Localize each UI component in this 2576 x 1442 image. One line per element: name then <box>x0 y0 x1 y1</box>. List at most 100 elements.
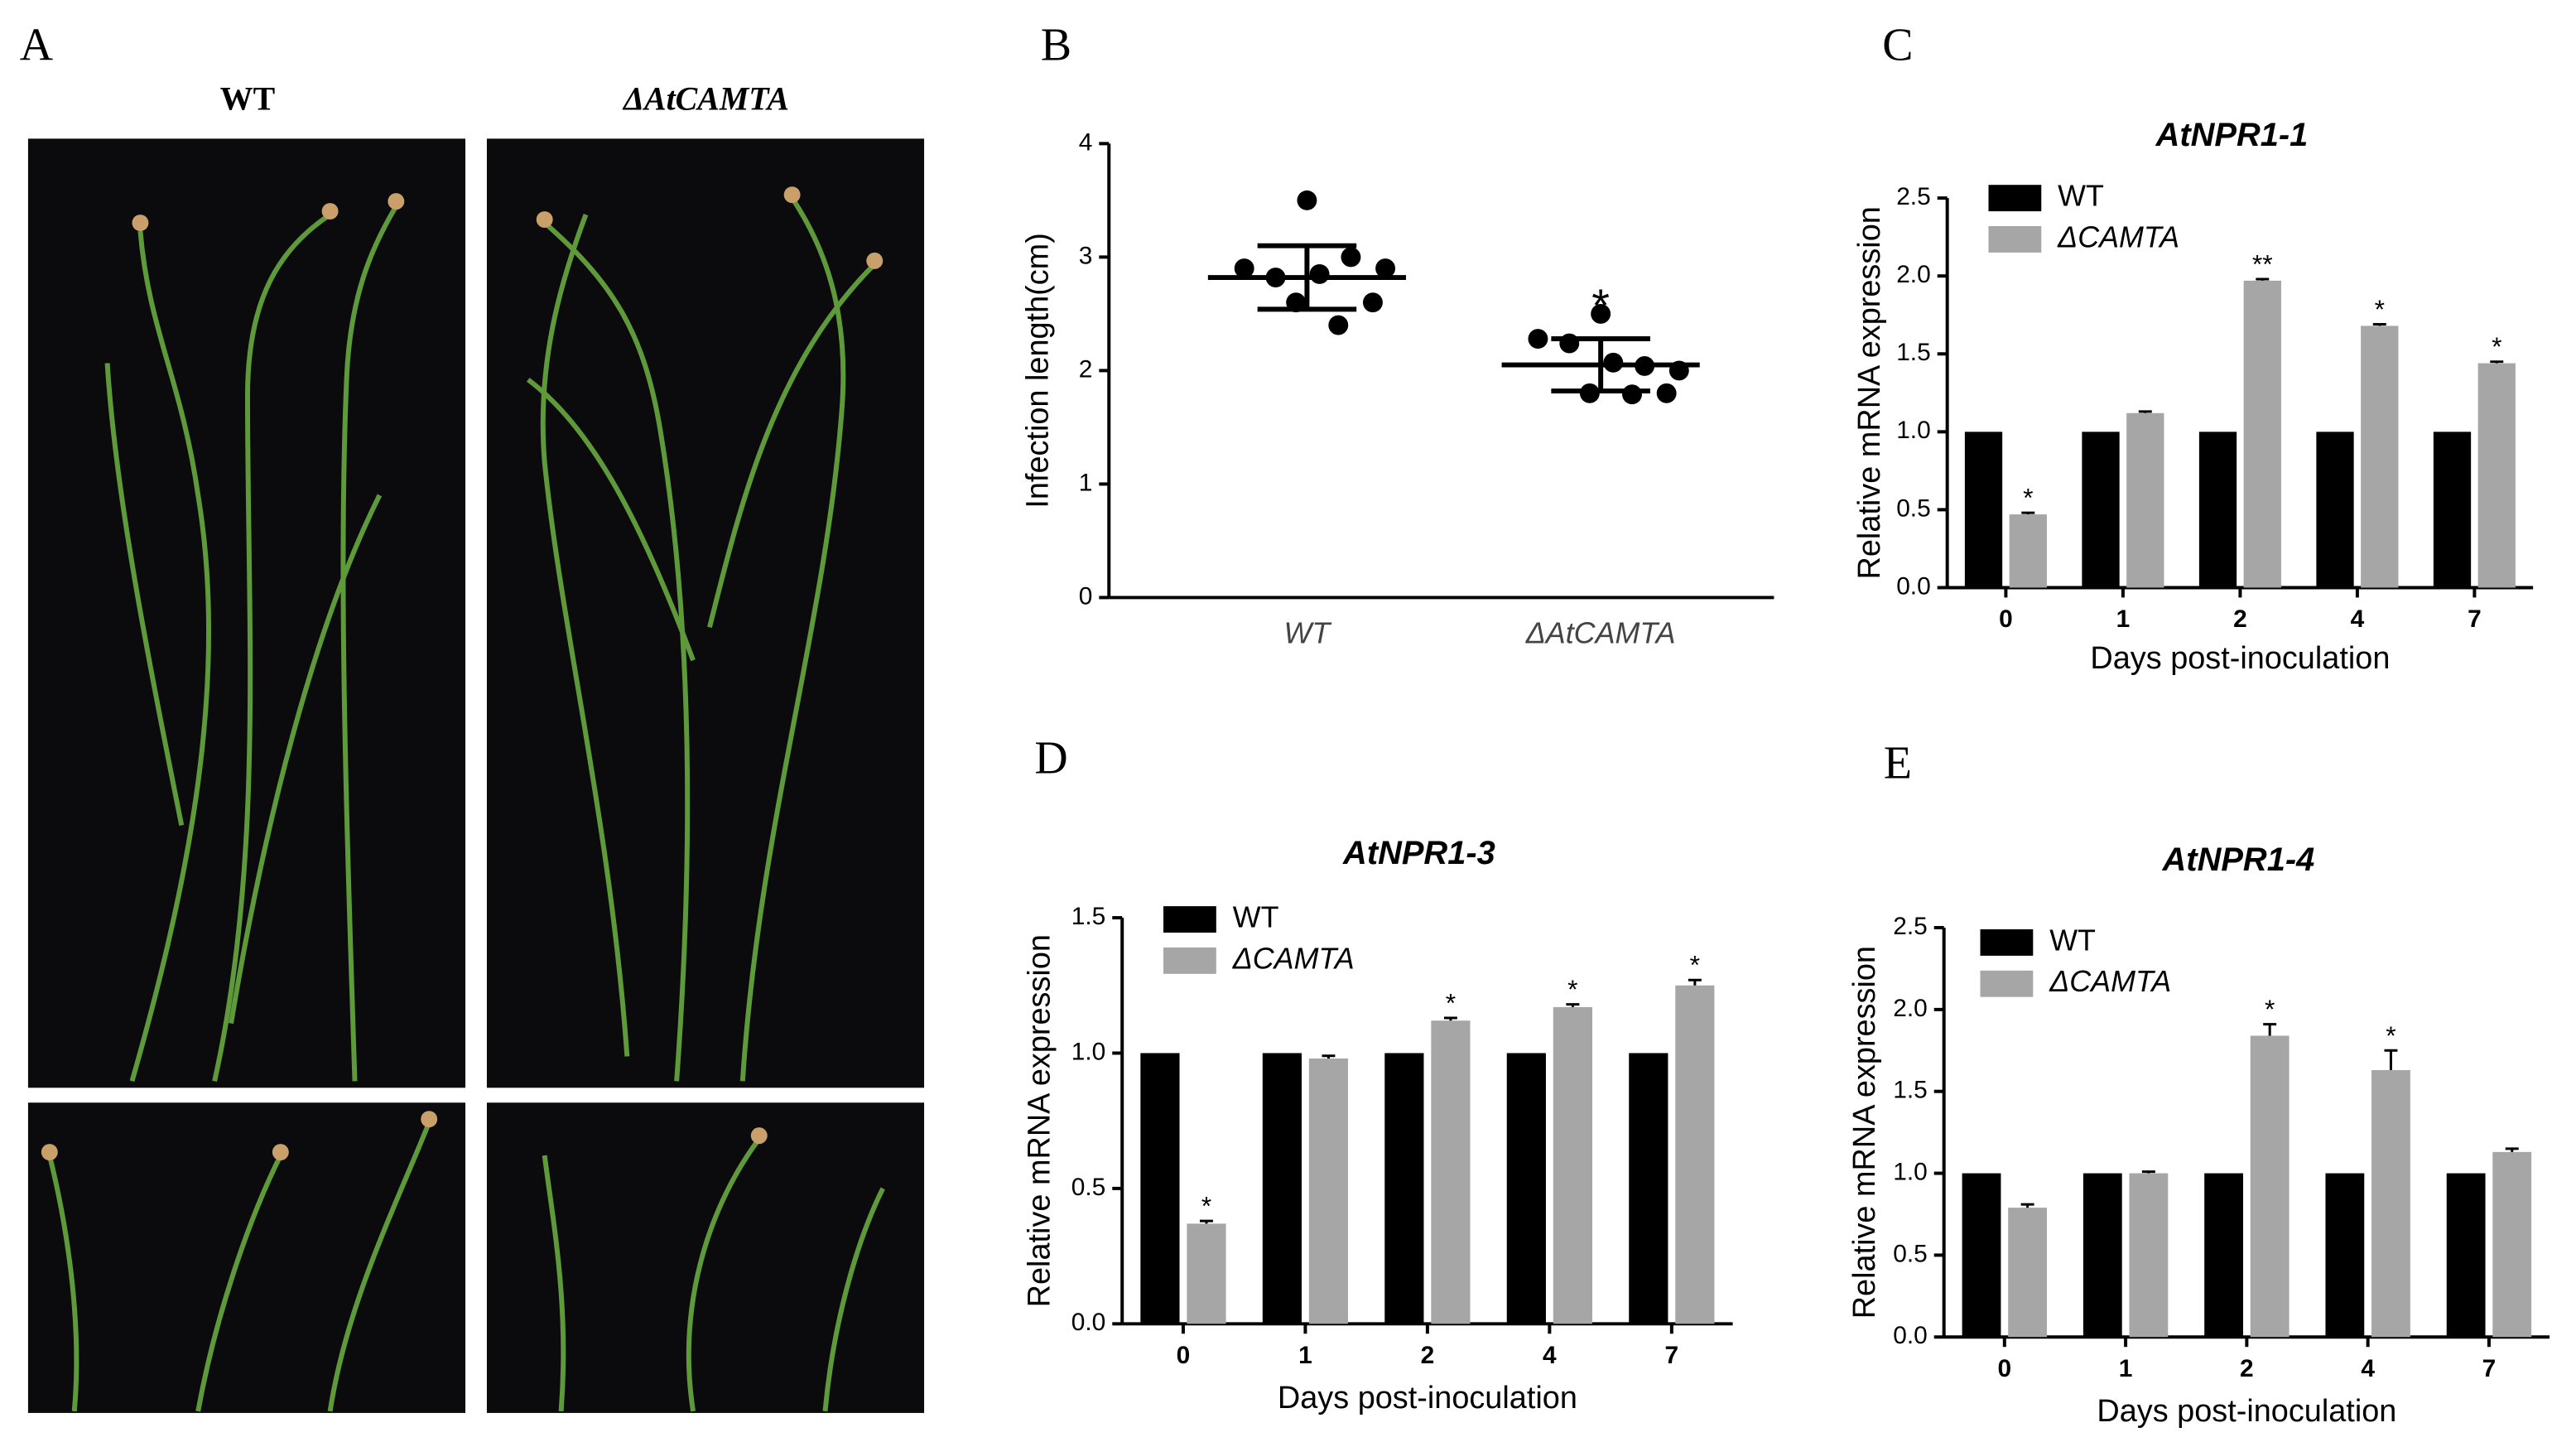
y-tick-label: 0.5 <box>1896 494 1931 522</box>
stem <box>542 1155 566 1412</box>
x-axis-label: Days post-inoculation <box>1278 1381 1577 1415</box>
flowers <box>41 186 884 1161</box>
y-tick-label: 0.5 <box>1893 1240 1928 1267</box>
x-tick-label: 1 <box>2116 605 2131 633</box>
flower <box>132 215 149 232</box>
significance-label: * <box>1567 974 1577 1004</box>
bar <box>2009 514 2047 588</box>
panel-label: D <box>1034 733 1067 784</box>
y-tick-label: 2.5 <box>1893 913 1928 940</box>
legend-label: ΔCAMTA <box>1232 942 1355 975</box>
bar <box>2371 1070 2410 1338</box>
stem <box>526 377 696 662</box>
bar <box>1187 1223 1226 1324</box>
bar <box>1629 1053 1668 1324</box>
y-tick-label: 1 <box>1079 469 1093 496</box>
y-tick-label: 0 <box>1079 582 1093 610</box>
y-tick-label: 1.0 <box>1896 417 1931 444</box>
significance-label: * <box>2265 994 2275 1024</box>
panel-label: A <box>20 20 53 71</box>
flower <box>783 186 801 204</box>
stem <box>739 196 846 1082</box>
y-tick-label: 2.5 <box>1896 183 1931 210</box>
legend-label: WT <box>2058 180 2104 213</box>
chart-title: AtNPR1-3 <box>1342 835 1495 871</box>
x-tick-label: 0 <box>1999 605 2013 633</box>
legend-label: WT <box>1233 901 1279 934</box>
stems <box>46 196 885 1412</box>
significance-label: ** <box>2252 248 2273 278</box>
bar <box>2082 1173 2122 1338</box>
photo <box>27 1102 466 1413</box>
bar <box>2477 363 2516 588</box>
legend-swatch <box>1980 970 2034 997</box>
stem <box>229 494 383 1025</box>
bar <box>1506 1053 1546 1324</box>
x-tick-label: WT <box>1284 617 1333 650</box>
photo-column-label: ΔAtCAMTA <box>622 80 789 118</box>
x-tick-label: 2 <box>1421 1342 1435 1369</box>
data-point <box>1528 329 1548 350</box>
flower <box>536 211 553 229</box>
data-point <box>1591 303 1611 324</box>
bar <box>2446 1173 2486 1338</box>
data-point <box>1375 258 1396 279</box>
y-tick-label: 0.0 <box>1071 1309 1106 1336</box>
legend-swatch <box>1988 226 2042 253</box>
legend-swatch <box>1988 185 2042 212</box>
y-tick-label: 2.0 <box>1896 261 1931 288</box>
x-tick-label: 2 <box>2233 605 2247 633</box>
y-tick-label: 4 <box>1079 128 1093 156</box>
bar <box>1675 985 1715 1324</box>
stem <box>542 220 691 1082</box>
bar <box>2129 1173 2169 1338</box>
bar <box>1553 1006 1592 1324</box>
flower <box>750 1127 768 1145</box>
panel-label: E <box>1884 738 1912 789</box>
flower <box>41 1144 58 1161</box>
data-point <box>1362 292 1383 313</box>
stem <box>46 1155 79 1412</box>
bar <box>2316 432 2354 588</box>
stem <box>129 230 212 1083</box>
x-tick-label: 4 <box>1543 1342 1557 1369</box>
photo-panel: A WT ΔAtCAMTA <box>20 20 925 1413</box>
photo-column-label: WT <box>220 80 275 118</box>
y-tick-label: 1.5 <box>1893 1077 1928 1104</box>
bar <box>1140 1053 1180 1324</box>
significance-label: * <box>2375 294 2385 324</box>
x-axis-label: Days post-inoculation <box>2090 641 2390 676</box>
stem <box>686 1137 762 1412</box>
data-point <box>1341 247 1361 268</box>
legend-swatch <box>1163 906 1216 933</box>
stem <box>104 363 185 827</box>
y-tick-label: 2 <box>1079 355 1093 383</box>
stem <box>340 205 398 1082</box>
x-axis-label: Days post-inoculation <box>2097 1394 2396 1429</box>
bar <box>2204 1173 2243 1338</box>
photo <box>486 1102 925 1413</box>
bar <box>2082 432 2120 588</box>
significance-label: * <box>1446 987 1456 1017</box>
stem <box>707 262 877 629</box>
x-tick-label: 1 <box>1298 1342 1312 1369</box>
bar <box>2492 1151 2532 1338</box>
bar <box>1262 1053 1302 1324</box>
stem <box>195 1154 283 1412</box>
y-tick-label: 2.0 <box>1893 995 1928 1022</box>
y-tick-label: 0.5 <box>1071 1174 1106 1201</box>
y-tick-label: 0.0 <box>1896 572 1931 600</box>
stem <box>212 212 332 1082</box>
bar <box>2243 280 2281 588</box>
bar <box>2198 432 2237 588</box>
bar <box>1962 1173 2001 1338</box>
bar <box>2250 1035 2290 1338</box>
y-tick-label: 1.0 <box>1893 1158 1928 1185</box>
data-point <box>1309 263 1330 284</box>
significance-label: * <box>1690 950 1700 980</box>
legend-swatch <box>1980 929 2034 956</box>
bar <box>1964 432 2003 588</box>
data-point <box>1234 258 1254 279</box>
x-tick-label: 4 <box>2361 1355 2375 1382</box>
y-axis-label: Relative mRNA expression <box>1023 934 1057 1307</box>
